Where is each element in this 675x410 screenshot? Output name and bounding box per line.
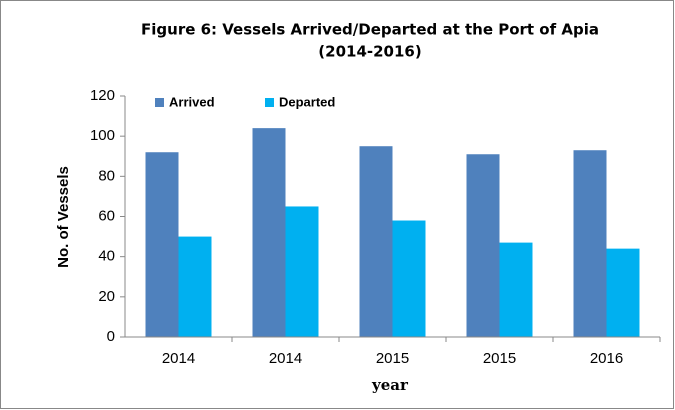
y-tick-label: 0 [107,328,115,345]
bar [359,146,393,337]
x-tick-label: 2014 [162,350,195,367]
x-tick-label: 2015 [483,350,516,367]
x-tick-label: 2016 [590,350,623,367]
chart-subtitle: (2014-2016) [318,43,421,61]
chart-title: Figure 6: Vessels Arrived/Departed at th… [141,21,599,39]
legend-swatch [155,98,164,107]
x-axis-title: year [371,376,409,394]
bar [252,128,286,337]
legend-label: Arrived [169,94,215,109]
y-tick-label: 120 [90,87,115,104]
y-tick-label: 100 [90,127,115,144]
y-tick-label: 40 [98,248,115,265]
bar [573,150,607,337]
bar [285,206,319,337]
x-tick-label: 2015 [376,350,409,367]
bar [466,154,500,337]
x-tick-label: 2014 [269,350,302,367]
bar [178,236,212,337]
legend-swatch [265,98,274,107]
legend-label: Departed [279,94,335,109]
y-tick-label: 60 [98,207,115,224]
y-tick-label: 20 [98,288,115,305]
bar [145,152,179,337]
bar [499,242,533,337]
y-axis-title: No. of Vessels [55,166,72,268]
bar [606,248,640,337]
bar [392,220,426,337]
y-tick-label: 80 [98,167,115,184]
